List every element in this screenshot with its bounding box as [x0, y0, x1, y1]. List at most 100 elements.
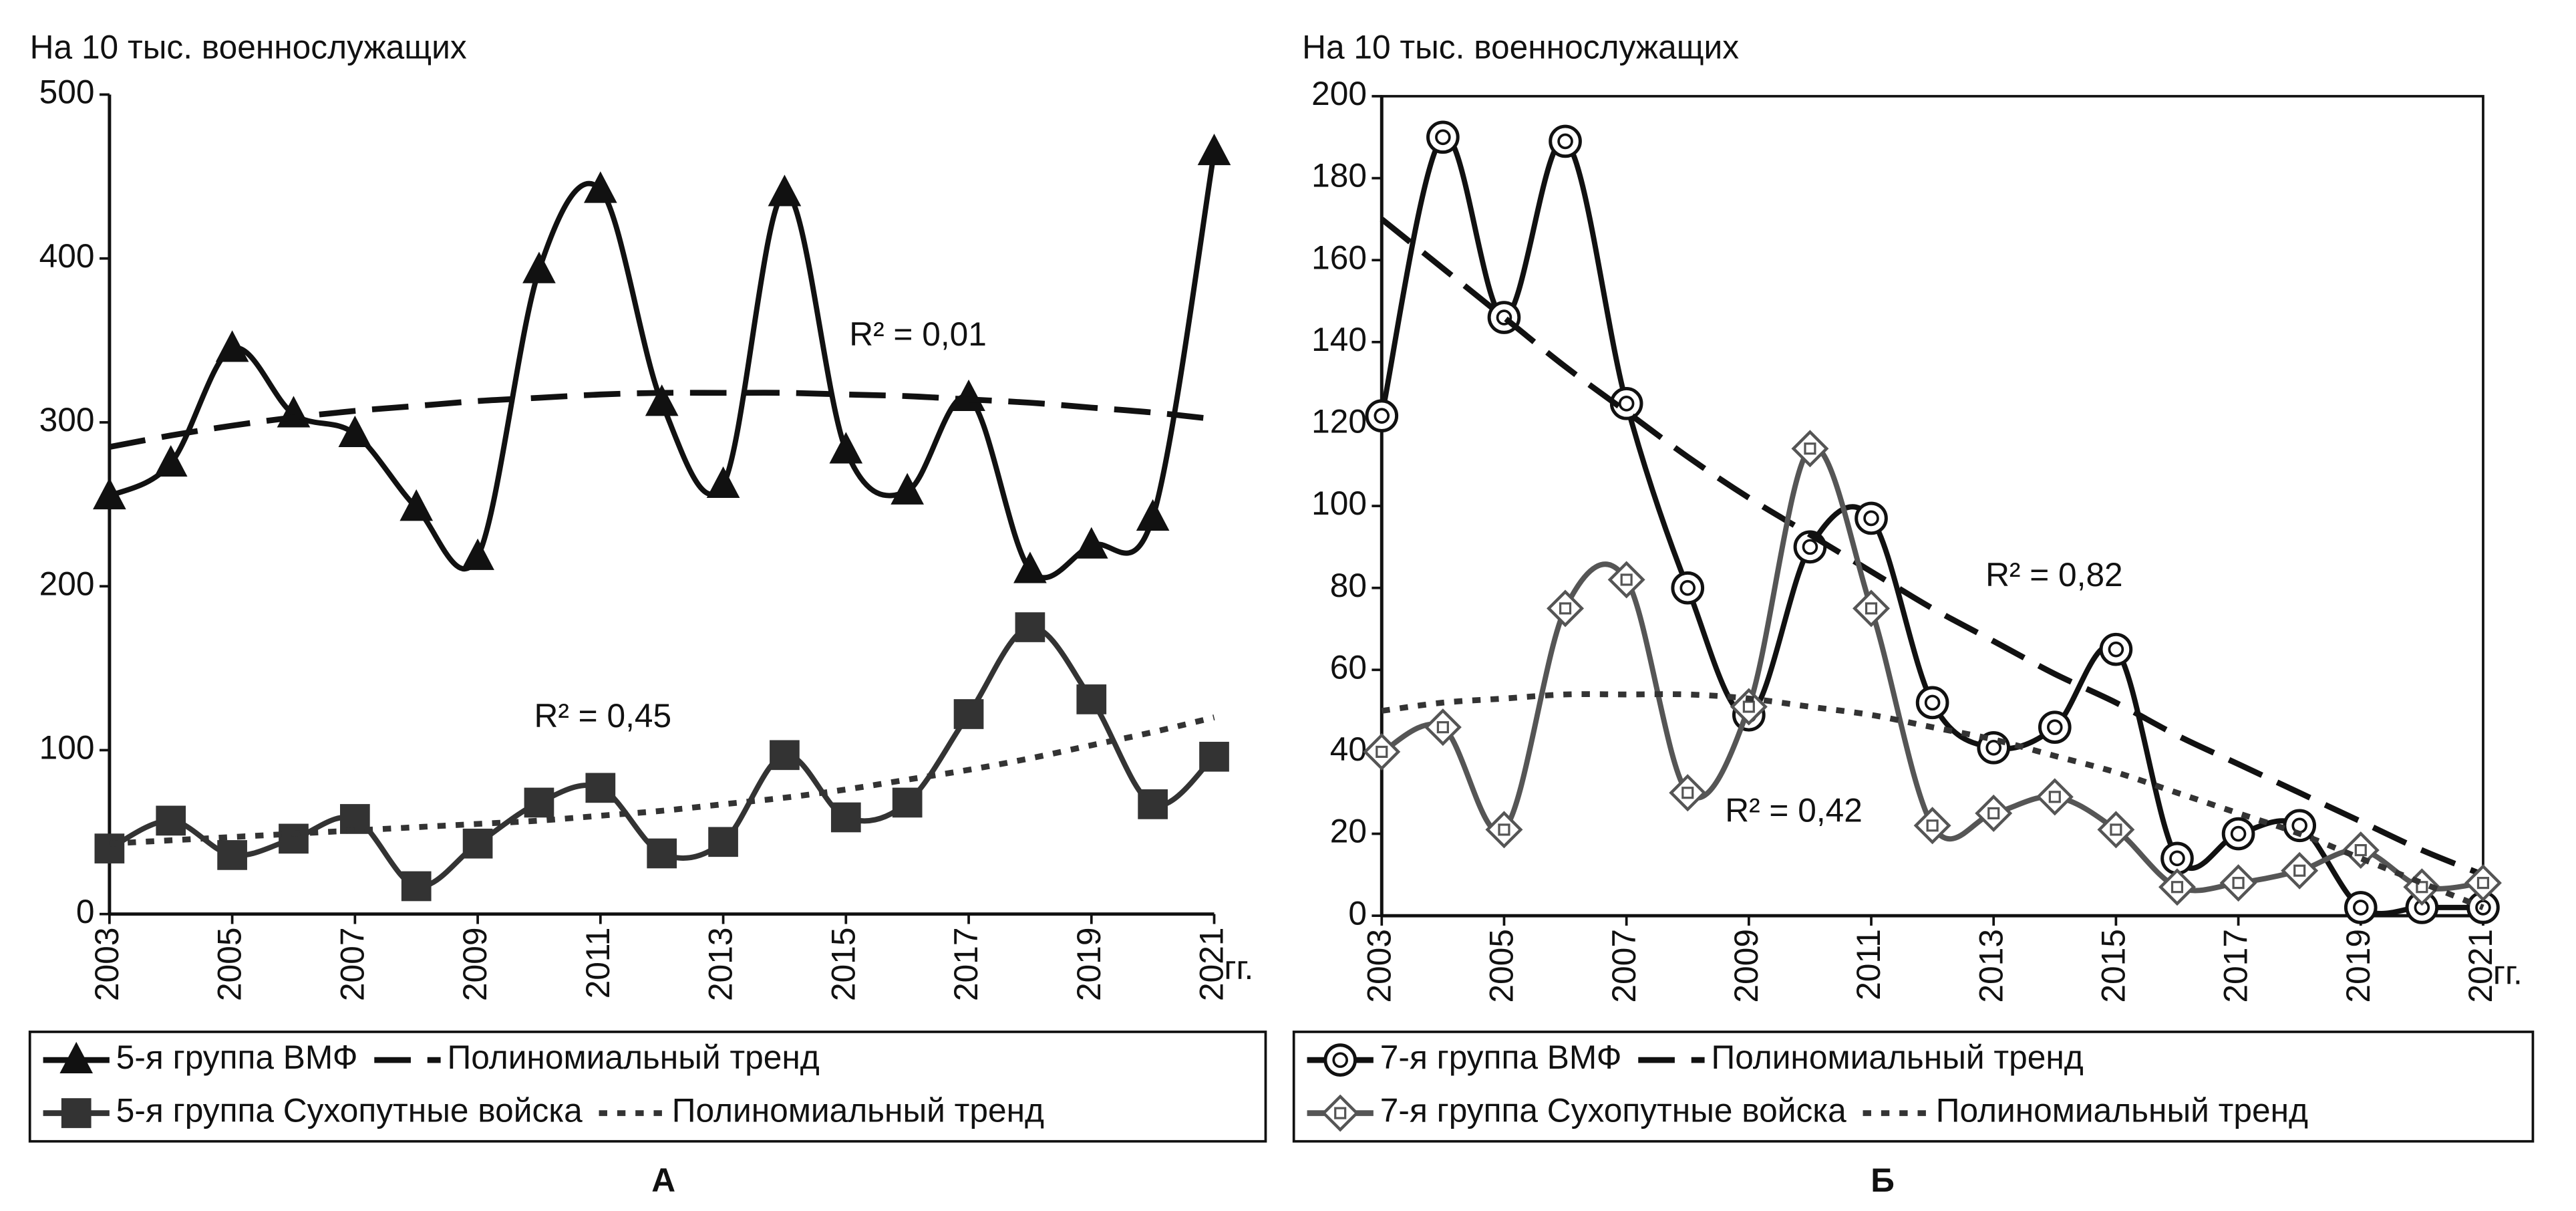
marker [1199, 741, 1229, 772]
y-tick-label: 200 [1311, 75, 1367, 112]
marker [1323, 1043, 1357, 1077]
marker [768, 174, 802, 207]
marker [770, 740, 800, 771]
marker [154, 444, 188, 477]
marker [524, 787, 554, 818]
marker [1197, 134, 1231, 166]
marker [1730, 688, 1768, 726]
marker [2342, 831, 2380, 869]
trend-line [109, 714, 1215, 847]
marker [708, 827, 738, 857]
marker [585, 773, 616, 803]
series-line [1379, 133, 2483, 916]
marker [2158, 868, 2196, 906]
marker [583, 171, 617, 203]
marker [1138, 789, 1168, 819]
legend-label: Полиномиальный тренд [672, 1092, 1044, 1129]
y-tick-label: 200 [39, 565, 95, 602]
marker [462, 828, 493, 859]
legend-label: 5-я группа ВМФ [116, 1039, 358, 1076]
marker [829, 432, 863, 464]
y-tick-label: 500 [39, 74, 95, 111]
marker [522, 251, 556, 283]
series-line [108, 151, 1217, 581]
marker [2281, 851, 2319, 890]
marker [647, 838, 677, 869]
marker [61, 1098, 92, 1128]
x-axis-unit: гг. [1224, 949, 1253, 986]
legend-label: Полиномиальный тренд [1936, 1092, 2308, 1129]
x-tick-label: 2021 [2462, 929, 2499, 1002]
marker [706, 466, 740, 499]
x-tick-label: 2011 [1850, 929, 1887, 1000]
marker [1424, 708, 1462, 747]
marker [217, 840, 247, 870]
trend-line [109, 390, 1215, 450]
marker [1076, 684, 1107, 714]
marker [1363, 732, 1401, 771]
x-tick-label: 2011 [579, 928, 617, 999]
marker [1915, 686, 1949, 720]
x-tick-label: 2019 [2340, 929, 2377, 1002]
legend-label: Полиномиальный тренд [448, 1039, 820, 1076]
marker [1136, 499, 1170, 531]
trend-line [1381, 691, 2484, 910]
y-tick-label: 0 [76, 893, 95, 930]
x-tick-label: 2017 [2217, 929, 2255, 1002]
panel-caption: А [651, 1162, 675, 1199]
x-tick-label: 2015 [2095, 929, 2132, 1002]
marker [891, 473, 924, 505]
x-tick-label: 2009 [1728, 929, 1765, 1002]
marker [338, 415, 372, 447]
marker [1791, 430, 1829, 468]
marker [1426, 120, 1460, 154]
marker [1669, 774, 1707, 812]
marker [1975, 794, 2013, 832]
marker [1549, 124, 1582, 158]
marker [93, 478, 126, 510]
y-tick-label: 160 [1311, 239, 1367, 276]
marker [1547, 589, 1585, 628]
marker [461, 538, 494, 570]
marker [2344, 891, 2378, 924]
marker [2038, 710, 2072, 744]
y-tick-label: 180 [1311, 157, 1367, 194]
y-tick-label: 20 [1330, 813, 1367, 850]
x-tick-label: 2007 [1605, 929, 1643, 1002]
x-tick-label: 2009 [456, 928, 494, 1001]
y-tick-label: 80 [1330, 567, 1367, 604]
marker [2464, 864, 2502, 902]
marker [1365, 399, 1399, 433]
marker [830, 802, 861, 833]
marker [399, 489, 434, 521]
x-tick-label: 2005 [1483, 929, 1520, 1002]
annotation: R² = 0,45 [534, 697, 672, 734]
annotation: R² = 0,01 [849, 315, 987, 353]
legend-box [28, 1031, 1267, 1143]
x-axis-unit: гг. [2493, 954, 2523, 992]
marker [1485, 811, 1523, 849]
legend-label: Полиномиальный тренд [1712, 1039, 2084, 1076]
x-tick-label: 2007 [333, 928, 371, 1001]
x-tick-label: 2003 [1360, 929, 1398, 1002]
marker [2036, 778, 2074, 816]
marker [1853, 589, 1891, 628]
y-axis-label: На 10 тыс. военнослужащих [30, 29, 467, 66]
y-tick-label: 40 [1330, 730, 1367, 768]
y-tick-label: 100 [39, 729, 95, 767]
marker [1913, 807, 1951, 845]
marker [645, 384, 679, 416]
legend-label: 7-я группа Сухопутные войска [1380, 1092, 1846, 1129]
y-axis-label: На 10 тыс. военнослужащих [1302, 29, 1739, 66]
y-tick-label: 60 [1330, 648, 1367, 686]
legend-label: 7-я группа ВМФ [1380, 1039, 1622, 1076]
marker [1607, 561, 1645, 599]
marker [401, 871, 432, 902]
x-tick-label: 2021 [1193, 928, 1231, 1001]
marker [215, 330, 249, 362]
marker [952, 379, 985, 412]
x-tick-label: 2017 [947, 928, 985, 1001]
legend-label: 5-я группа Сухопутные войска [116, 1092, 583, 1129]
plot-frame [1380, 95, 2484, 918]
